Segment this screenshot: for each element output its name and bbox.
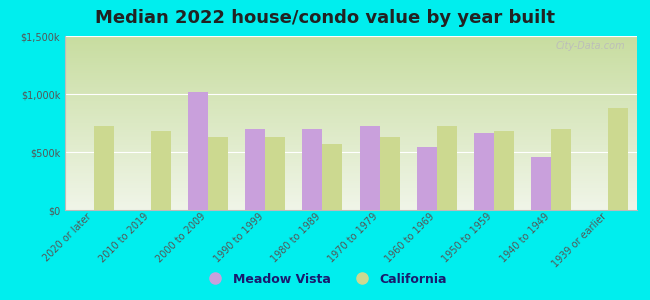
Bar — [302, 129, 322, 210]
Bar — [474, 134, 494, 210]
Bar — [531, 157, 551, 210]
Bar — [151, 131, 171, 210]
Text: Median 2022 house/condo value by year built: Median 2022 house/condo value by year bu… — [95, 9, 555, 27]
Bar — [208, 137, 228, 210]
Text: City-Data.com: City-Data.com — [556, 41, 625, 51]
Bar — [245, 129, 265, 210]
Bar — [188, 92, 208, 210]
Bar — [322, 144, 343, 210]
Bar — [608, 108, 629, 210]
Bar — [265, 137, 285, 210]
Bar — [437, 127, 457, 210]
Bar — [94, 127, 114, 210]
Bar — [359, 127, 380, 210]
Legend: Meadow Vista, California: Meadow Vista, California — [198, 268, 452, 291]
Bar — [494, 131, 514, 210]
Bar — [380, 137, 400, 210]
Bar — [417, 147, 437, 210]
Bar — [551, 129, 571, 210]
